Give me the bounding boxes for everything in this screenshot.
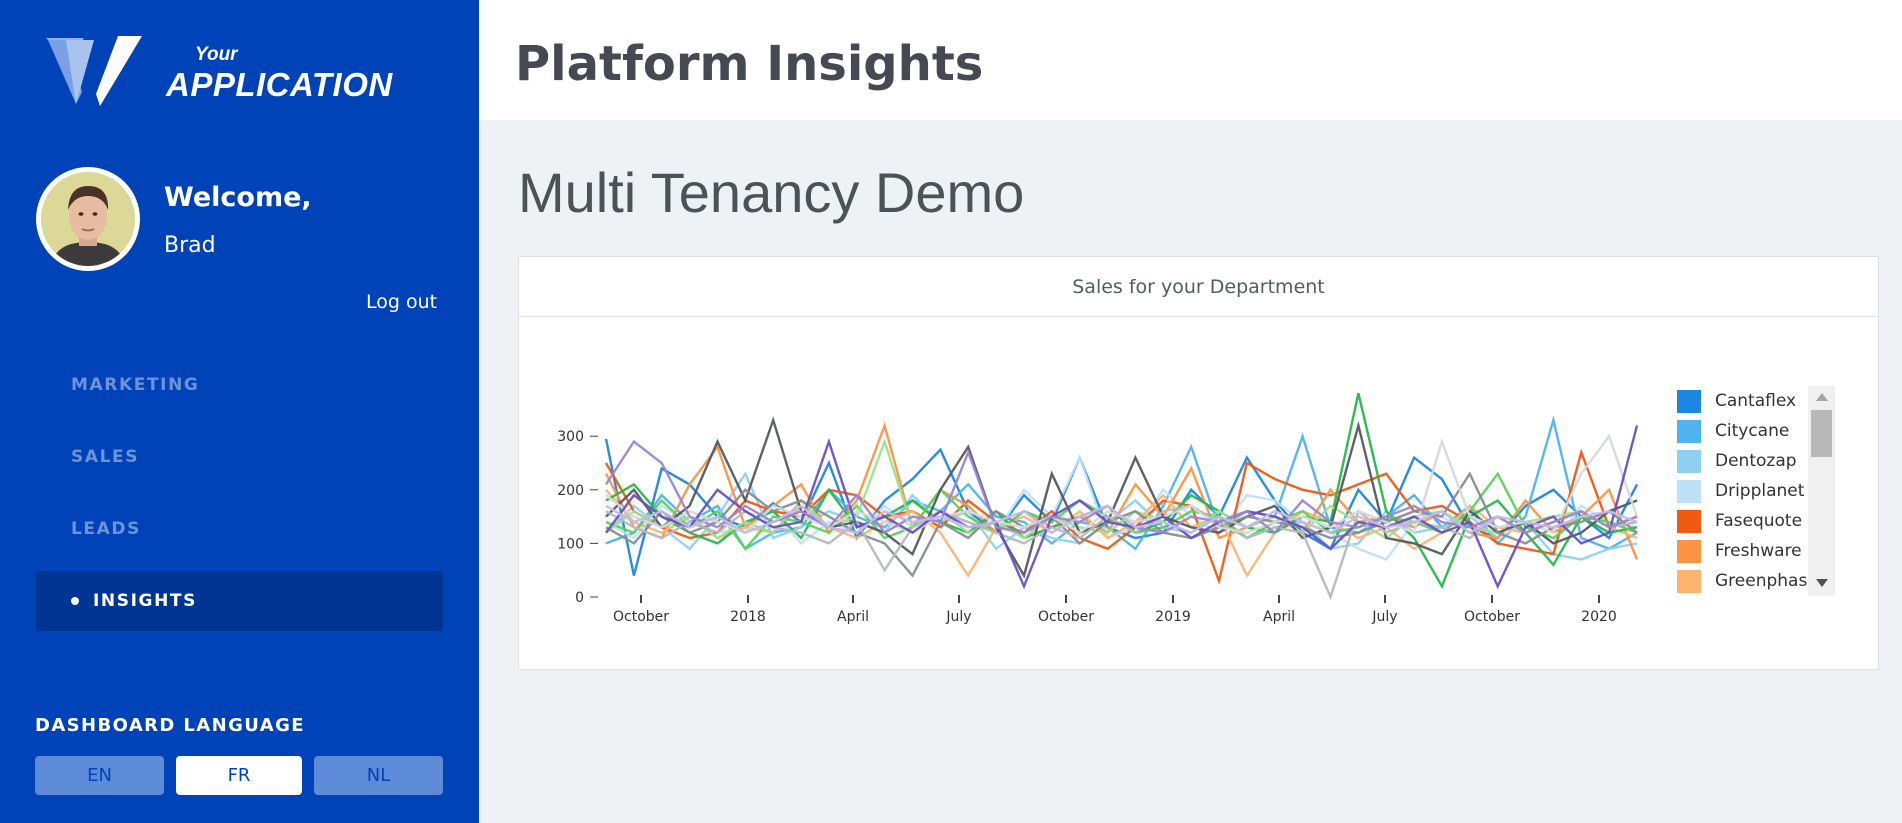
- sidebar-item-label: LEADS: [71, 519, 141, 539]
- legend-item[interactable]: Freshware: [1677, 536, 1807, 566]
- page-header-title: Platform Insights: [515, 36, 984, 92]
- legend-swatch: [1677, 539, 1701, 563]
- scroll-thumb[interactable]: [1811, 410, 1832, 457]
- legend-swatch: [1677, 419, 1701, 443]
- legend-item[interactable]: Greenphase: [1677, 566, 1807, 596]
- page-title: Multi Tenancy Demo: [518, 161, 1025, 224]
- legend-label: Fasequote: [1715, 511, 1803, 531]
- legend-label: Freshware: [1715, 541, 1802, 561]
- legend-list: Cantaflex Citycane Dentozap Dripplanet Faseq…: [1677, 386, 1807, 596]
- x-tick-label: April: [837, 609, 869, 625]
- scroll-down-icon[interactable]: [1816, 579, 1828, 587]
- x-tick-label: April: [1263, 609, 1295, 625]
- chart-title: Sales for your Department: [519, 257, 1878, 317]
- legend-item[interactable]: Citycane: [1677, 416, 1807, 446]
- active-dot-icon: [71, 597, 79, 605]
- legend-item[interactable]: Cantaflex: [1677, 386, 1807, 416]
- sidebar-item-sales[interactable]: SALES: [36, 427, 443, 487]
- welcome-text: Welcome,: [164, 182, 312, 213]
- x-tick-label: July: [945, 609, 971, 625]
- avatar[interactable]: [36, 167, 140, 271]
- legend-label: Greenphase: [1715, 571, 1807, 591]
- x-tick-label: July: [1371, 609, 1397, 625]
- sidebar-item-leads[interactable]: LEADS: [36, 499, 443, 559]
- legend-swatch: [1677, 479, 1701, 503]
- x-tick-label: 2019: [1155, 609, 1191, 625]
- user-name: Brad: [164, 233, 216, 258]
- y-tick-label: 200: [557, 483, 584, 499]
- legend-scrollbar[interactable]: [1808, 386, 1835, 596]
- legend-swatch: [1677, 569, 1701, 593]
- logo-mark-icon: [46, 36, 142, 106]
- app-logo[interactable]: Your APPLICATION: [46, 34, 392, 110]
- chart-legend: Cantaflex Citycane Dentozap Dripplanet Faseq…: [1677, 386, 1835, 596]
- language-switcher: EN FR NL: [35, 756, 443, 795]
- x-tick-label: October: [613, 609, 669, 625]
- language-button-fr[interactable]: FR: [176, 756, 302, 795]
- avatar-image: [41, 172, 135, 266]
- language-title: DASHBOARD LANGUAGE: [35, 715, 305, 736]
- legend-label: Cantaflex: [1715, 391, 1797, 411]
- legend-item[interactable]: Dripplanet: [1677, 476, 1807, 506]
- legend-swatch: [1677, 389, 1701, 413]
- sidebar-item-insights[interactable]: INSIGHTS: [36, 571, 443, 631]
- x-tick-label: October: [1038, 609, 1094, 625]
- series-line-quadcore: [605, 504, 1638, 535]
- legend-swatch: [1677, 449, 1701, 473]
- x-tick-label: 2020: [1581, 609, 1617, 625]
- language-button-en[interactable]: EN: [35, 756, 164, 795]
- logout-link[interactable]: Log out: [366, 291, 438, 313]
- legend-label: Dripplanet: [1715, 481, 1805, 501]
- x-tick-label: October: [1464, 609, 1520, 625]
- legend-swatch: [1677, 509, 1701, 533]
- chart-card: Sales for your Department 0 100 200 300 Octo…: [518, 256, 1879, 670]
- legend-label: Citycane: [1715, 421, 1790, 441]
- y-tick-label: 100: [557, 536, 584, 552]
- y-tick-label: 0: [575, 590, 584, 606]
- sales-line-chart[interactable]: 0 100 200 300 October 2018 April July October 201…: [519, 317, 1880, 671]
- user-portrait-icon: [41, 172, 135, 266]
- sidebar-item-marketing[interactable]: MARKETING: [36, 355, 443, 415]
- legend-item[interactable]: Fasequote: [1677, 506, 1807, 536]
- x-tick-label: 2018: [730, 609, 766, 625]
- sidebar-item-label: INSIGHTS: [93, 591, 197, 611]
- y-tick-label: 300: [557, 429, 584, 445]
- logo-your-text: Your: [195, 44, 238, 65]
- logo-application-text: APPLICATION: [166, 66, 393, 103]
- language-button-nl[interactable]: NL: [314, 756, 443, 795]
- legend-item[interactable]: Dentozap: [1677, 446, 1807, 476]
- sidebar: Your APPLICATION Welcome, Brad Log out M…: [0, 0, 479, 823]
- sidebar-item-label: SALES: [71, 447, 140, 467]
- sidebar-item-label: MARKETING: [71, 375, 200, 395]
- scroll-up-icon[interactable]: [1816, 393, 1828, 401]
- series-line-kinzap: [605, 416, 1638, 579]
- series-line-openlam: [605, 425, 1639, 590]
- top-header: Platform Insights: [479, 0, 1902, 120]
- legend-label: Dentozap: [1715, 451, 1797, 471]
- sidebar-nav: MARKETING SALES LEADS INSIGHTS: [36, 355, 443, 643]
